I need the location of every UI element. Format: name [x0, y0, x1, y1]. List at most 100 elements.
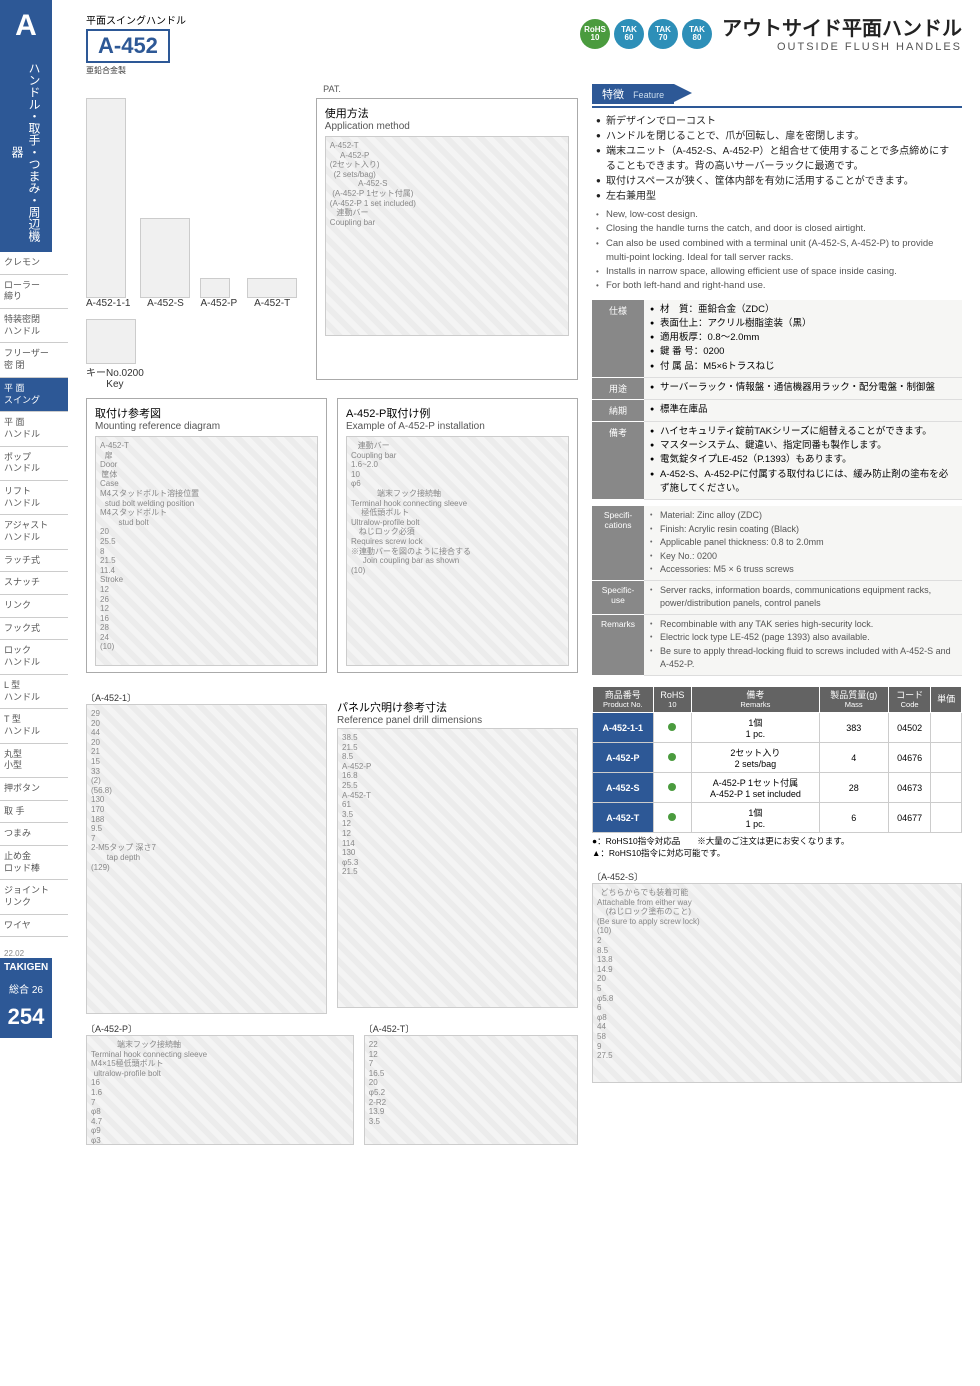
material-label: 亜鉛合金製 [86, 65, 186, 76]
a452-s-title: 〔A-452-S〕 [592, 870, 962, 883]
spec-item: Material: Zinc alloy (ZDC) [650, 509, 956, 523]
table-header: 備考Remarks [692, 686, 820, 713]
diagram-label: 15 [91, 757, 100, 767]
diagram-label: 24 [100, 633, 109, 643]
diagram-label: 1.6 [91, 1088, 102, 1098]
table-header: コードCode [888, 686, 931, 713]
sidebar-item[interactable]: ラッチ式 [0, 550, 68, 573]
compliance-badge: RoHS10 [580, 19, 610, 49]
table-cell: 28 [819, 773, 888, 803]
spec-row-header: Specific- use [592, 580, 644, 614]
table-header: RoHS10 [653, 686, 692, 713]
spec-row-content: ハイセキュリティ錠前TAKシリーズに組替えることができます。マスターシステム、鍵… [644, 421, 962, 499]
sidebar-item[interactable]: 特装密閉 ハンドル [0, 309, 68, 343]
feature-section-header: 特徴 Feature [592, 84, 674, 104]
rohs-dot [668, 723, 676, 731]
sidebar-item[interactable]: リンク [0, 595, 68, 618]
sidebar-item[interactable]: 丸型 小型 [0, 744, 68, 778]
diagram-label: 61 [342, 800, 351, 810]
diagram-label: 21 [91, 747, 100, 757]
diagram-label: φ5.2 [369, 1088, 385, 1098]
diagram-label: M4スタッドボルト溶接位置 stud bolt welding position [100, 489, 199, 508]
diagram-label: 130 [342, 848, 355, 858]
mounting-diagram-box: 取付け参考図 Mounting reference diagram A-452-… [86, 398, 327, 673]
sidebar-item[interactable]: 取 手 [0, 801, 68, 824]
table-header: 単価 [931, 686, 962, 713]
sidebar-item[interactable]: ロック ハンドル [0, 640, 68, 674]
diagram-label: 極低頭ボルト Ultralow-profile bolt [351, 508, 419, 527]
sidebar-item[interactable]: フリーザー 密 閉 [0, 343, 68, 377]
sidebar-item[interactable]: フック式 [0, 618, 68, 641]
diagram-label: 25.5 [342, 781, 358, 791]
diagram-label: 連動バー Coupling bar [351, 441, 396, 460]
sidebar-item[interactable]: 押ボタン [0, 778, 68, 801]
table-cell [931, 803, 962, 833]
part-thumbnail: キーNo.0200 Key [86, 319, 144, 390]
a452-s-diagram: どちらからでも装着可能 Attachable from either way(ね… [592, 883, 962, 1083]
table-cell [931, 773, 962, 803]
diagram-label: 7 [91, 834, 95, 844]
diagram-label: 21.5 [342, 743, 358, 753]
part-thumbnail: A-452-P [200, 278, 237, 309]
sidebar-item[interactable]: 平 面 スイング [0, 378, 68, 412]
table-note: ▲：RoHS10指令に対応可能です。 [592, 848, 962, 860]
a452-p-title: 〔A-452-P〕 [86, 1022, 354, 1035]
part-thumbnail: A-452-1-1 [86, 98, 130, 309]
install-example-box: A-452-P取付け例 Example of A-452-P installat… [337, 398, 578, 673]
diagram-label: (56.8) [91, 786, 112, 796]
page-number: 254 [0, 1000, 52, 1038]
spec-item: Be sure to apply thread-locking fluid to… [650, 645, 956, 672]
panel-drill-title-jp: パネル穴明け参考寸法 [337, 702, 447, 714]
table-cell: 2セット入り 2 sets/bag [692, 743, 820, 773]
sidebar-item[interactable]: ローラー 締り [0, 275, 68, 309]
sidebar-item[interactable]: ワイヤ [0, 915, 68, 938]
table-cell: 4 [819, 743, 888, 773]
diagram-label: 26 [100, 595, 109, 605]
rohs-cell [653, 713, 692, 743]
sidebar-item[interactable]: アジャスト ハンドル [0, 515, 68, 549]
feature-item: 左右兼用型 [596, 189, 958, 204]
sidebar-item[interactable]: スナッチ [0, 572, 68, 595]
diagram-label: 8 [100, 547, 104, 557]
sidebar-item[interactable]: クレモン [0, 252, 68, 275]
feature-label-en: Feature [633, 90, 664, 100]
sidebar-nav: クレモンローラー 締り特装密閉 ハンドルフリーザー 密 閉平 面 スイング平 面… [0, 252, 68, 937]
diagram-label: A-452-T [100, 441, 129, 451]
sidebar-item[interactable]: 止め金 ロッド棒 [0, 846, 68, 880]
category-letter: A [0, 0, 52, 52]
diagram-label: 3.5 [342, 810, 353, 820]
diagram-label: ※連動バーを図のように接合する Join coupling bar as sho… [351, 547, 471, 566]
spec-row-content: Material: Zinc alloy (ZDC)Finish: Acryli… [644, 506, 962, 580]
table-header: 商品番号Product No. [593, 686, 654, 713]
diagram-label: φ5.8 [597, 994, 613, 1004]
diagram-label: M4×15極低頭ボルト ultralow-profile bolt [91, 1059, 164, 1078]
application-diagram: A-452-TA-452-P (2セット入り) (2 sets/bag)A-45… [325, 136, 569, 336]
a452-1-diagram: 29204420211533(2)(56.8)1301701889.572-M5… [86, 704, 327, 1014]
sidebar-item[interactable]: 平 面 ハンドル [0, 412, 68, 446]
brand-label: TAKIGEN [0, 958, 52, 977]
diagram-label: 130 [91, 795, 104, 805]
spec-item: Recombinable with any TAK series high-se… [650, 618, 956, 632]
sidebar-vertical-title: ハンドル・取手・つまみ・周辺機器 [0, 52, 52, 252]
sidebar-item[interactable]: T 型 ハンドル [0, 709, 68, 743]
spec-table-jp: 仕様材 質：亜鉛合金（ZDC）表面仕上：アクリル樹脂塗装（黒）適用板厚：0.8～… [592, 300, 962, 501]
application-title-en: Application method [325, 121, 569, 132]
rohs-dot [668, 783, 676, 791]
spec-item: マスターシステム、鍵違い、指定同番も製作します。 [650, 439, 956, 453]
sidebar-item[interactable]: つまみ [0, 823, 68, 846]
page-header: 平面スイングハンドル A-452 亜鉛合金製 RoHS10TAK60TAK70T… [86, 12, 962, 76]
rohs-cell [653, 803, 692, 833]
diagram-label: 12 [369, 1050, 378, 1060]
sidebar-item[interactable]: L 型 ハンドル [0, 675, 68, 709]
part-thumbnail: A-452-T [247, 278, 297, 309]
diagram-label: φ8 [91, 1107, 101, 1117]
sidebar-item[interactable]: ポップ ハンドル [0, 447, 68, 481]
part-label: キーNo.0200 Key [86, 364, 144, 390]
diagram-label: 10 [351, 470, 360, 480]
diagram-label: (10) [597, 926, 611, 936]
sidebar-item[interactable]: ジョイント リンク [0, 880, 68, 914]
diagram-label: 6 [597, 1003, 601, 1013]
sidebar-item[interactable]: リフト ハンドル [0, 481, 68, 515]
diagram-label: 12 [342, 829, 351, 839]
application-title-jp: 使用方法 [325, 105, 569, 121]
